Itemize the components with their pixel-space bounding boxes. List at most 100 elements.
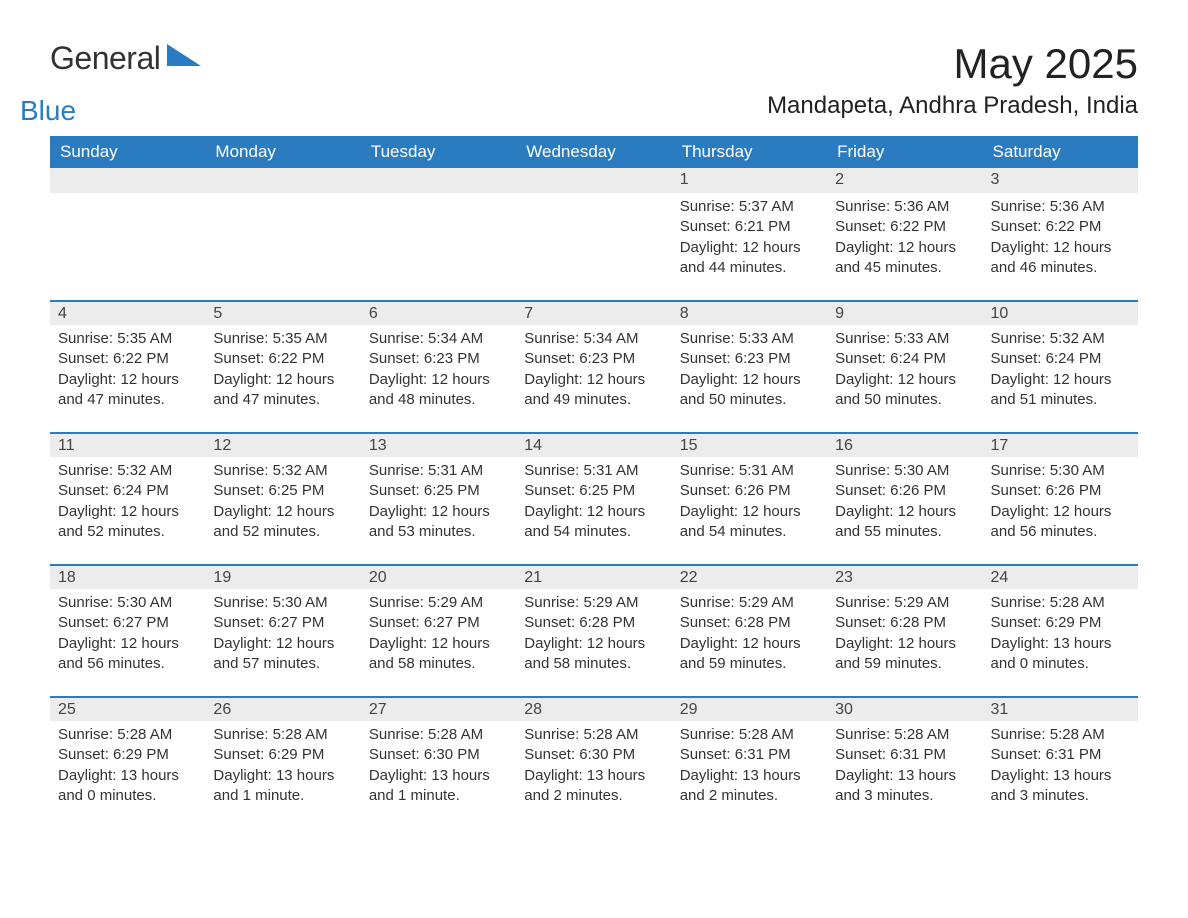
calendar-week-row: 11Sunrise: 5:32 AMSunset: 6:24 PMDayligh… — [50, 432, 1138, 564]
sunrise-text: Sunrise: 5:30 AM — [58, 593, 197, 613]
day-details: Sunrise: 5:33 AMSunset: 6:24 PMDaylight:… — [827, 325, 982, 432]
day-number: 15 — [672, 432, 827, 457]
day-number — [361, 168, 516, 193]
daylight-text: Daylight: 12 hours and 49 minutes. — [524, 370, 663, 411]
day-number: 27 — [361, 696, 516, 721]
daylight-text: Daylight: 12 hours and 52 minutes. — [213, 502, 352, 543]
day-details: Sunrise: 5:28 AMSunset: 6:29 PMDaylight:… — [50, 721, 205, 828]
calendar-cell — [361, 168, 516, 300]
sunset-text: Sunset: 6:29 PM — [991, 613, 1130, 633]
calendar-cell: 6Sunrise: 5:34 AMSunset: 6:23 PMDaylight… — [361, 300, 516, 432]
daylight-text: Daylight: 13 hours and 3 minutes. — [991, 766, 1130, 807]
daylight-text: Daylight: 12 hours and 56 minutes. — [58, 634, 197, 675]
day-details: Sunrise: 5:28 AMSunset: 6:31 PMDaylight:… — [672, 721, 827, 828]
sunrise-text: Sunrise: 5:29 AM — [369, 593, 508, 613]
daylight-text: Daylight: 12 hours and 54 minutes. — [680, 502, 819, 543]
sunrise-text: Sunrise: 5:28 AM — [369, 725, 508, 745]
calendar-cell: 24Sunrise: 5:28 AMSunset: 6:29 PMDayligh… — [983, 564, 1138, 696]
sunrise-text: Sunrise: 5:33 AM — [680, 329, 819, 349]
day-details: Sunrise: 5:30 AMSunset: 6:26 PMDaylight:… — [983, 457, 1138, 564]
sunset-text: Sunset: 6:21 PM — [680, 217, 819, 237]
sunset-text: Sunset: 6:30 PM — [524, 745, 663, 765]
month-title: May 2025 — [767, 40, 1138, 88]
calendar-cell: 29Sunrise: 5:28 AMSunset: 6:31 PMDayligh… — [672, 696, 827, 828]
brand-name-1: General — [50, 40, 160, 76]
day-number: 18 — [50, 564, 205, 589]
sunrise-text: Sunrise: 5:28 AM — [524, 725, 663, 745]
brand-name-2: Blue — [20, 95, 201, 127]
day-details: Sunrise: 5:29 AMSunset: 6:28 PMDaylight:… — [827, 589, 982, 696]
day-number: 14 — [516, 432, 671, 457]
sunset-text: Sunset: 6:22 PM — [213, 349, 352, 369]
sunrise-text: Sunrise: 5:28 AM — [213, 725, 352, 745]
sunset-text: Sunset: 6:23 PM — [369, 349, 508, 369]
sunset-text: Sunset: 6:22 PM — [58, 349, 197, 369]
day-details — [361, 193, 516, 297]
day-details: Sunrise: 5:31 AMSunset: 6:25 PMDaylight:… — [516, 457, 671, 564]
day-number: 22 — [672, 564, 827, 589]
day-number: 10 — [983, 300, 1138, 325]
calendar-cell: 5Sunrise: 5:35 AMSunset: 6:22 PMDaylight… — [205, 300, 360, 432]
calendar-cell: 30Sunrise: 5:28 AMSunset: 6:31 PMDayligh… — [827, 696, 982, 828]
sunrise-text: Sunrise: 5:32 AM — [991, 329, 1130, 349]
daylight-text: Daylight: 12 hours and 50 minutes. — [680, 370, 819, 411]
daylight-text: Daylight: 12 hours and 57 minutes. — [213, 634, 352, 675]
sunrise-text: Sunrise: 5:28 AM — [991, 725, 1130, 745]
day-number: 21 — [516, 564, 671, 589]
sunset-text: Sunset: 6:31 PM — [991, 745, 1130, 765]
sunset-text: Sunset: 6:25 PM — [524, 481, 663, 501]
day-number: 11 — [50, 432, 205, 457]
day-details: Sunrise: 5:35 AMSunset: 6:22 PMDaylight:… — [50, 325, 205, 432]
sunset-text: Sunset: 6:26 PM — [680, 481, 819, 501]
sunrise-text: Sunrise: 5:31 AM — [524, 461, 663, 481]
header: General Blue May 2025 Mandapeta, Andhra … — [50, 40, 1138, 130]
day-details: Sunrise: 5:36 AMSunset: 6:22 PMDaylight:… — [983, 193, 1138, 300]
day-details: Sunrise: 5:29 AMSunset: 6:27 PMDaylight:… — [361, 589, 516, 696]
sunrise-text: Sunrise: 5:32 AM — [58, 461, 197, 481]
calendar-cell: 16Sunrise: 5:30 AMSunset: 6:26 PMDayligh… — [827, 432, 982, 564]
day-details: Sunrise: 5:31 AMSunset: 6:25 PMDaylight:… — [361, 457, 516, 564]
daylight-text: Daylight: 12 hours and 59 minutes. — [835, 634, 974, 675]
day-details — [516, 193, 671, 297]
sunrise-text: Sunrise: 5:29 AM — [835, 593, 974, 613]
day-details: Sunrise: 5:29 AMSunset: 6:28 PMDaylight:… — [516, 589, 671, 696]
day-number: 20 — [361, 564, 516, 589]
sunset-text: Sunset: 6:22 PM — [835, 217, 974, 237]
sunset-text: Sunset: 6:26 PM — [991, 481, 1130, 501]
day-details: Sunrise: 5:34 AMSunset: 6:23 PMDaylight:… — [516, 325, 671, 432]
day-details: Sunrise: 5:28 AMSunset: 6:30 PMDaylight:… — [361, 721, 516, 828]
brand-triangle-icon — [167, 44, 201, 71]
daylight-text: Daylight: 12 hours and 56 minutes. — [991, 502, 1130, 543]
calendar-week-row: 25Sunrise: 5:28 AMSunset: 6:29 PMDayligh… — [50, 696, 1138, 828]
calendar-cell: 22Sunrise: 5:29 AMSunset: 6:28 PMDayligh… — [672, 564, 827, 696]
calendar-cell: 2Sunrise: 5:36 AMSunset: 6:22 PMDaylight… — [827, 168, 982, 300]
daylight-text: Daylight: 13 hours and 2 minutes. — [680, 766, 819, 807]
calendar-cell — [516, 168, 671, 300]
sunset-text: Sunset: 6:27 PM — [58, 613, 197, 633]
day-header: Tuesday — [361, 136, 516, 168]
day-header: Sunday — [50, 136, 205, 168]
calendar-cell: 4Sunrise: 5:35 AMSunset: 6:22 PMDaylight… — [50, 300, 205, 432]
daylight-text: Daylight: 13 hours and 1 minute. — [369, 766, 508, 807]
daylight-text: Daylight: 12 hours and 46 minutes. — [991, 238, 1130, 279]
calendar-cell: 11Sunrise: 5:32 AMSunset: 6:24 PMDayligh… — [50, 432, 205, 564]
sunrise-text: Sunrise: 5:30 AM — [835, 461, 974, 481]
day-header: Thursday — [672, 136, 827, 168]
calendar-week-row: 4Sunrise: 5:35 AMSunset: 6:22 PMDaylight… — [50, 300, 1138, 432]
sunrise-text: Sunrise: 5:35 AM — [213, 329, 352, 349]
location-text: Mandapeta, Andhra Pradesh, India — [767, 92, 1138, 120]
calendar-cell: 21Sunrise: 5:29 AMSunset: 6:28 PMDayligh… — [516, 564, 671, 696]
calendar-cell: 7Sunrise: 5:34 AMSunset: 6:23 PMDaylight… — [516, 300, 671, 432]
calendar-cell: 23Sunrise: 5:29 AMSunset: 6:28 PMDayligh… — [827, 564, 982, 696]
sunrise-text: Sunrise: 5:36 AM — [991, 197, 1130, 217]
sunset-text: Sunset: 6:29 PM — [213, 745, 352, 765]
sunrise-text: Sunrise: 5:28 AM — [991, 593, 1130, 613]
sunrise-text: Sunrise: 5:34 AM — [369, 329, 508, 349]
sunset-text: Sunset: 6:28 PM — [680, 613, 819, 633]
sunset-text: Sunset: 6:24 PM — [991, 349, 1130, 369]
day-number: 9 — [827, 300, 982, 325]
sunset-text: Sunset: 6:23 PM — [680, 349, 819, 369]
day-header: Friday — [827, 136, 982, 168]
daylight-text: Daylight: 13 hours and 3 minutes. — [835, 766, 974, 807]
day-number — [516, 168, 671, 193]
